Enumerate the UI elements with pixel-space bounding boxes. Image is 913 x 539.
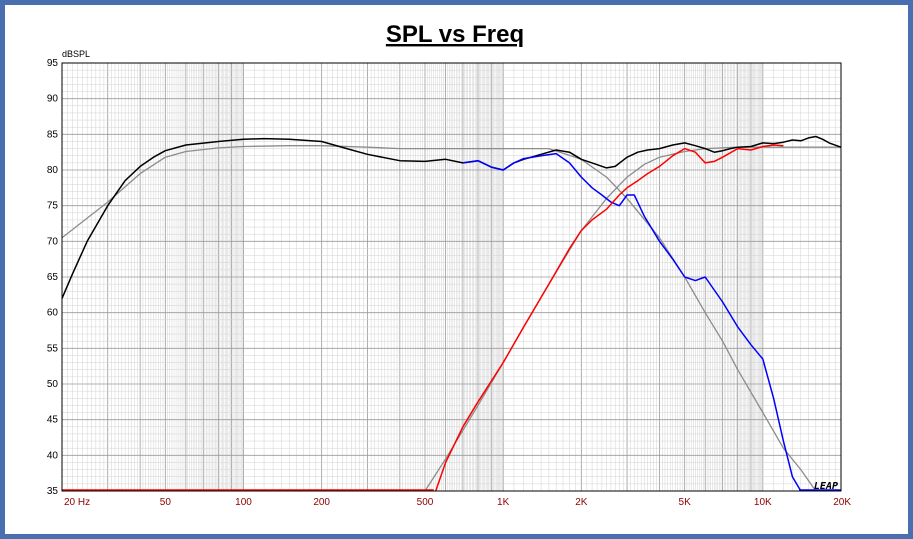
leap-logo: LEAP [814,481,838,492]
x-tick-label: 100 [235,497,252,508]
y-tick-label: 80 [47,165,59,176]
y-tick-label: 95 [47,58,59,69]
y-tick-label: 60 [47,308,59,319]
chart-svg: SPL vs Freq dBSPL 35 40 45 50 55 60 65 70 75 80 85… [47,21,851,508]
y-tick-label: 55 [47,343,59,354]
series-line-1 [61,145,817,492]
series-line-3 [61,135,842,299]
x-tick-label: 200 [313,497,330,508]
x-tick-label: 5K [679,497,692,508]
y-tick-labels: 35 40 45 50 55 60 65 70 75 80 85 90 95 [47,58,59,497]
y-tick-label: 90 [47,94,59,105]
x-tick-label: 10K [754,497,772,508]
x-tick-label: 1K [497,497,510,508]
chart-title: SPL vs Freq [386,21,524,48]
y-tick-label: 75 [47,201,59,212]
x-tick-label: 20 Hz [64,497,90,508]
x-tick-label: 50 [160,497,172,508]
y-tick-label: 50 [47,379,59,390]
x-tick-label: 20K [833,497,851,508]
series-line-4 [462,152,802,492]
plot-border [61,62,842,492]
y-tick-label: 85 [47,129,59,140]
y-tick-label: 70 [47,236,59,247]
y-tick-label: 65 [47,272,59,283]
x-tick-labels: 20 Hz 50 100 200 500 1K 2K 5K 10K 20K [64,497,851,508]
x-tick-label: 500 [417,497,434,508]
y-tick-label: 35 [47,486,59,497]
y-tick-label: 45 [47,415,59,426]
grid-lines [61,62,842,492]
series-line-5 [434,144,784,492]
series-layer [61,135,842,492]
x-tick-label: 2K [575,497,588,508]
y-tick-label: 40 [47,450,59,461]
y-axis-label: dBSPL [62,49,90,59]
